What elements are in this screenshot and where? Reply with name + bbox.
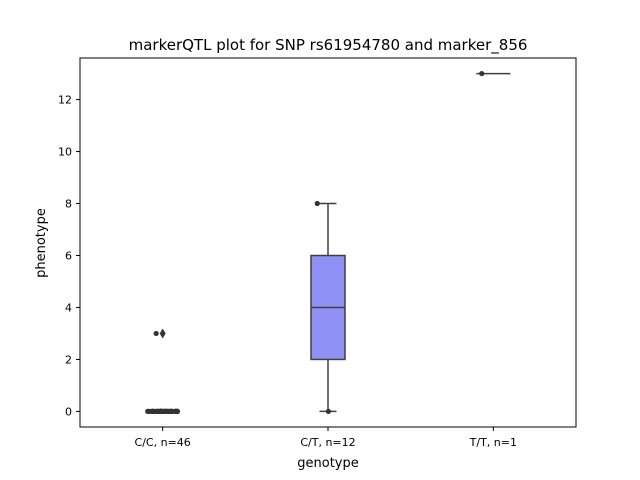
data-point [173,408,179,415]
plot-area [145,70,511,415]
data-point [325,408,332,415]
y-tick-label: 4 [65,301,72,314]
outlier-marker [159,328,166,339]
data-point [145,408,151,415]
y-tick-label: 2 [65,353,72,366]
data-point [158,408,164,415]
y-tick-label: 12 [58,94,72,107]
chart-title: markerQTL plot for SNP rs61954780 and ma… [129,36,528,55]
data-point [314,200,320,207]
box-group [145,328,180,413]
x-tick-label: T/T, n=1 [469,436,517,449]
box-group [310,202,346,413]
y-tick-label: 8 [65,198,72,211]
x-tick-label: C/C, n=46 [135,436,191,449]
y-axis-label: phenotype [34,208,49,278]
data-point [168,408,175,415]
data-point [479,70,485,77]
y-axis: 0 2 4 6 8 10 12 [58,94,80,418]
x-tick-label: C/T, n=12 [300,436,355,449]
y-tick-label: 0 [65,405,72,418]
x-axis: C/C, n=46 C/T, n=12 T/T, n=1 [135,427,517,449]
y-tick-label: 10 [58,146,72,159]
y-tick-label: 6 [65,249,72,262]
data-point [153,330,159,337]
x-axis-label: genotype [297,456,358,471]
data-point [151,408,157,415]
